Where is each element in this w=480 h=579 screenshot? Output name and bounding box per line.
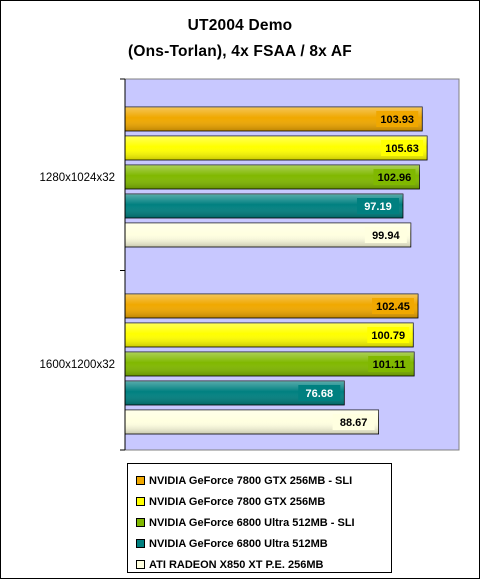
bar-shading (125, 352, 415, 376)
data-label: 100.79 (371, 330, 405, 342)
data-label: 88.67 (340, 417, 368, 429)
chart-subtitle: (Ons-Torlan), 4x FSAA / 8x AF (128, 43, 352, 60)
legend-swatch (136, 497, 145, 506)
legend-item: NVIDIA GeForce 6800 Ultra 512MB - SLI (128, 512, 391, 533)
legend-item: NVIDIA GeForce 7800 GTX 256MB (128, 491, 391, 512)
data-label-box (364, 227, 407, 243)
chart-title: UT2004 Demo (187, 17, 293, 34)
legend-label: NVIDIA GeForce 6800 Ultra 512MB (149, 537, 328, 550)
data-label-box (381, 140, 424, 156)
data-label-box (332, 414, 375, 430)
data-label-box (376, 111, 419, 127)
bar-shading (125, 165, 420, 189)
data-label-box (368, 356, 411, 372)
bar-shading (125, 107, 423, 131)
bar-shading (125, 136, 428, 160)
legend-swatch (136, 539, 145, 548)
data-label: 102.96 (378, 172, 412, 184)
data-label: 103.93 (380, 114, 414, 126)
data-label: 102.45 (376, 301, 410, 313)
legend-swatch (136, 518, 145, 527)
data-label: 76.68 (306, 388, 334, 400)
category-label: 1280x1024x32 (40, 172, 115, 184)
legend-item: NVIDIA GeForce 6800 Ultra 512MB (128, 533, 391, 554)
data-label-box (372, 298, 415, 314)
data-label: 97.19 (364, 201, 392, 213)
bar-shading (125, 323, 414, 347)
legend-swatch (136, 476, 145, 485)
chart-plot: 1280x1024x32 103.93 105.63 102.96 97.19 99.94… (40, 78, 460, 451)
data-label: 105.63 (385, 143, 419, 155)
bar-shading (125, 294, 419, 318)
data-label-box (367, 327, 410, 343)
legend-label: NVIDIA GeForce 7800 GTX 256MB - SLI (149, 474, 353, 487)
legend-item: NVIDIA GeForce 7800 GTX 256MB - SLI (128, 470, 391, 491)
data-label-box (356, 198, 399, 214)
category-label: 1600x1200x32 (40, 359, 115, 371)
legend-item: ATI RADEON X850 XT P.E. 256MB (128, 554, 391, 575)
legend: NVIDIA GeForce 7800 GTX 256MB - SLI NVIDI… (127, 463, 392, 573)
data-label-box (298, 385, 341, 401)
data-label: 99.94 (372, 230, 400, 242)
data-label: 101.11 (373, 359, 406, 371)
bar-shading (125, 194, 403, 218)
bar-shading (125, 223, 411, 247)
data-label-box (373, 169, 416, 185)
legend-label: ATI RADEON X850 XT P.E. 256MB (149, 558, 324, 571)
legend-label: NVIDIA GeForce 7800 GTX 256MB (149, 495, 326, 508)
legend-swatch (136, 560, 145, 569)
legend-label: NVIDIA GeForce 6800 Ultra 512MB - SLI (149, 516, 355, 529)
